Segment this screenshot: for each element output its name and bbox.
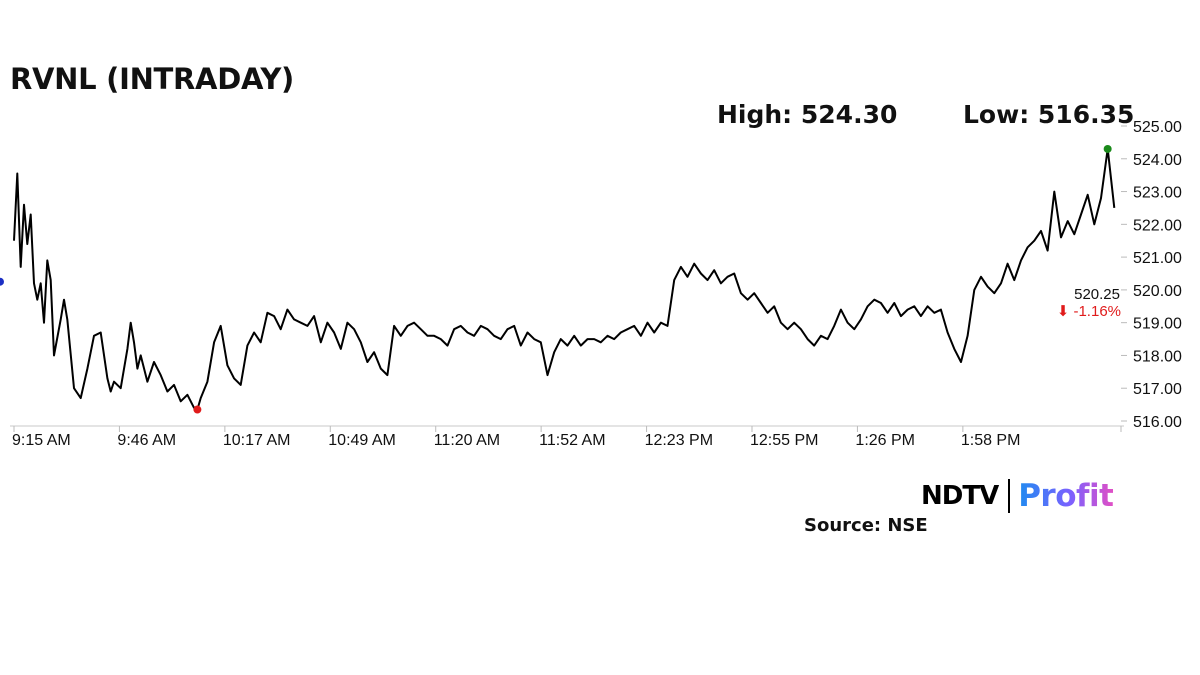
price-series bbox=[13, 147, 1116, 411]
x-tick-label: 11:52 AM bbox=[539, 432, 605, 449]
day-high-label: High: 524.30 bbox=[717, 100, 898, 129]
low-marker bbox=[193, 405, 202, 414]
x-tick-label: 11:20 AM bbox=[434, 432, 500, 449]
high-marker bbox=[1103, 144, 1112, 153]
x-tick-label: 10:49 AM bbox=[328, 432, 396, 449]
x-tick-label: 1:26 PM bbox=[855, 432, 915, 449]
x-tick-label: 9:46 AM bbox=[117, 432, 176, 449]
price-line bbox=[13, 147, 1116, 411]
y-tick-label: 518.00 bbox=[1133, 348, 1182, 365]
y-axis: 516.00 517.00 518.00 519.00 520.00 521.00 522.… bbox=[1121, 119, 1182, 431]
y-tick-label: 516.00 bbox=[1133, 414, 1182, 431]
x-tick-label: 1:58 PM bbox=[961, 432, 1021, 449]
x-tick-label: 9:15 AM bbox=[12, 432, 71, 449]
y-tick-label: 517.00 bbox=[1133, 381, 1182, 398]
y-tick-label: 525.00 bbox=[1133, 119, 1182, 136]
day-low-label: Low: 516.35 bbox=[963, 100, 1135, 129]
ndtv-profit-logo: NDTV Profit bbox=[921, 476, 1114, 516]
x-axis: 9:15 AM 9:46 AM 10:17 AM 10:49 AM 11:20 AM 11… bbox=[10, 425, 1124, 449]
source-note: Source: NSE bbox=[804, 515, 928, 536]
x-tick-label: 12:55 PM bbox=[750, 432, 818, 449]
x-tick-label: 12:23 PM bbox=[645, 432, 713, 449]
chart-title: RVNL (INTRADAY) bbox=[10, 62, 294, 96]
last-price-label: 520.25 bbox=[1074, 286, 1120, 303]
y-tick-label: 524.00 bbox=[1133, 152, 1182, 169]
logo-divider bbox=[1008, 479, 1011, 513]
logo-profit-text: Profit bbox=[1018, 478, 1114, 514]
x-tick-label: 10:17 AM bbox=[223, 432, 291, 449]
y-tick-label: 520.00 bbox=[1133, 283, 1182, 300]
last-price-marker bbox=[0, 277, 4, 286]
y-tick-label: 521.00 bbox=[1133, 250, 1182, 267]
logo-ndtv-text: NDTV bbox=[921, 481, 999, 511]
price-change-label: ⬇ -1.16% bbox=[1057, 303, 1121, 320]
y-tick-label: 519.00 bbox=[1133, 316, 1182, 333]
y-tick-label: 522.00 bbox=[1133, 217, 1182, 234]
y-tick-label: 523.00 bbox=[1133, 185, 1182, 202]
chart-markers bbox=[0, 144, 1112, 414]
